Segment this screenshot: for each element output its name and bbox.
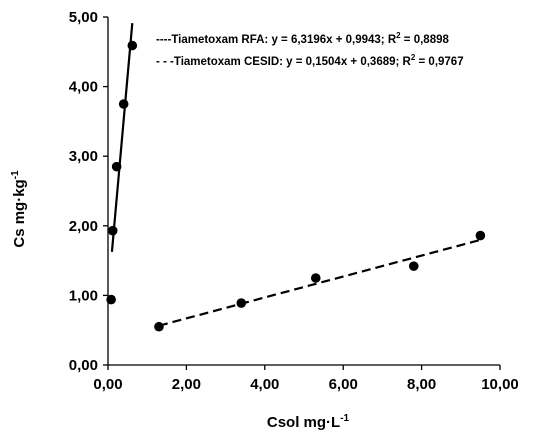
- data-point-cesid: [236, 298, 247, 308]
- trendline-rfa: [110, 22, 134, 252]
- x-tick-label: 6,00: [329, 376, 358, 393]
- points: [106, 40, 486, 332]
- x-tick-label: 2,00: [172, 376, 201, 393]
- x-tick-label: 10,00: [481, 376, 519, 393]
- data-point-cesid: [310, 273, 321, 283]
- legend-entry-cesid: - - -Tiametoxam CESID: y = 0,1504x + 0,3…: [156, 53, 464, 68]
- legend-entry-rfa: ----Tiametoxam RFA: y = 6,3196x + 0,9943…: [156, 31, 449, 46]
- y-tick-label: 5,00: [69, 9, 98, 26]
- data-point-cesid: [154, 321, 164, 332]
- data-point-rfa: [107, 225, 118, 236]
- data-point-cesid: [408, 261, 419, 271]
- y-tick-label: 2,00: [69, 218, 98, 235]
- x-tick-label: 0,00: [93, 376, 122, 393]
- x-tick-label: 4,00: [250, 376, 279, 393]
- data-point-rfa: [106, 294, 116, 305]
- data-point-rfa: [111, 161, 122, 172]
- x-tick-label: 8,00: [407, 376, 436, 393]
- trendlines: [110, 22, 481, 327]
- y-tick-label: 1,00: [69, 287, 98, 304]
- data-point-rfa: [127, 40, 138, 51]
- y-tick-label: 0,00: [69, 357, 98, 374]
- axes: [107, 17, 500, 366]
- trendline-cesid: [158, 238, 481, 327]
- y-tick-label: 4,00: [69, 79, 98, 96]
- y-axis-title: Cs mg·kg-1: [10, 170, 28, 248]
- legend: ----Tiametoxam RFA: y = 6,3196x + 0,9943…: [156, 31, 464, 68]
- ticks: 0,00 2,00 4,00 6,00 8,00 10,00 0,00 1,00 2,00 3,0…: [69, 9, 519, 393]
- y-tick-label: 3,00: [69, 148, 98, 165]
- x-axis-title: Csol mg·L-1: [267, 413, 350, 431]
- data-point-cesid: [475, 230, 486, 241]
- data-point-rfa: [118, 99, 129, 109]
